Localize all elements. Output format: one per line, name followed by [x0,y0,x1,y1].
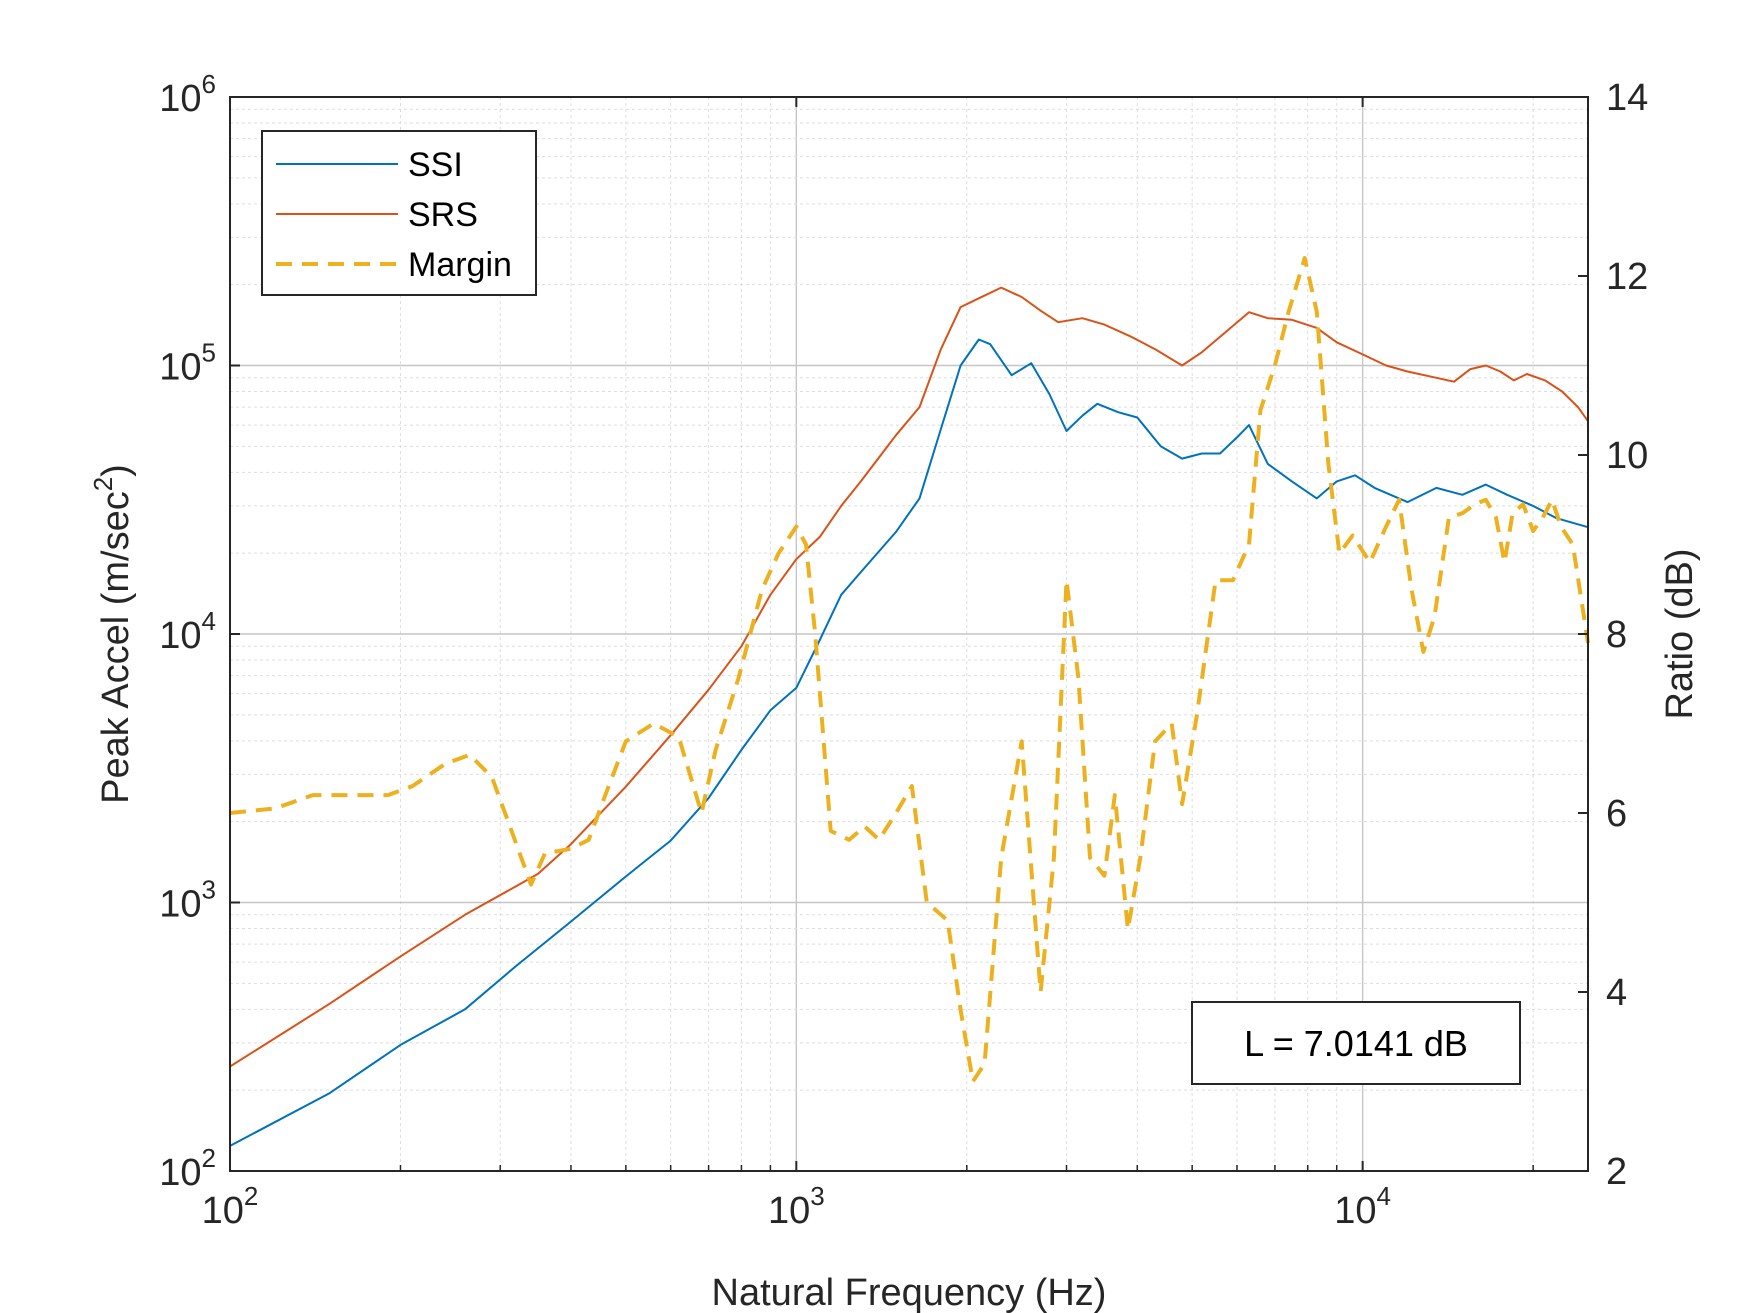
y-left-tick-label-base: 10 [159,78,201,120]
y-left-tick-label: 106 [159,69,216,120]
y-right-tick-label: 10 [1606,435,1648,477]
legend-label-ssi: SSI [408,146,463,184]
y-left-tick-label: 102 [159,1143,216,1194]
legend-label-srs: SRS [408,196,478,234]
y-left-tick-label-exp: 6 [202,69,216,99]
y-axis-right-label: Ratio (dB) [1659,548,1701,719]
grid [229,96,1588,1172]
y-left-tick-label-exp: 4 [202,606,216,636]
series-line-srs [229,286,1589,1068]
legend: SSI SRS Margin [261,130,537,296]
y-left-tick-label-exp: 3 [202,875,216,905]
annotation: L = 7.0141 dB [1191,1001,1521,1085]
y-left-tick-label-base: 10 [159,615,201,657]
y-right-tick-label: 2 [1606,1151,1627,1193]
legend-label-margin: Margin [408,246,512,284]
x-tick-label-exp: 4 [1377,1181,1391,1211]
y-axis-left-label-main: Peak Accel (m/sec [95,491,137,804]
y-right-tick-label: 12 [1606,256,1648,298]
annotation-text: L = 7.0141 dB [1244,1023,1468,1064]
y-axis-left-label-end: ) [95,464,137,477]
series-line-ssi [229,338,1589,1147]
y-left-tick-label-base: 10 [159,1152,201,1194]
y-right-tick-label: 6 [1606,793,1627,835]
x-tick-label-exp: 2 [244,1181,258,1211]
series-layer [229,256,1590,1147]
x-tick-label-base: 10 [1334,1190,1376,1232]
y-left-tick-label: 103 [159,875,216,926]
x-tick-label: 103 [768,1181,825,1232]
y-right-tick-label: 4 [1606,972,1627,1014]
y-axis-left-label: Peak Accel (m/sec2) [88,464,137,804]
x-tick-label-exp: 3 [810,1181,824,1211]
y-left-tick-label: 105 [159,338,216,389]
y-left-tick-label-exp: 5 [202,338,216,368]
y-left-tick-label-base: 10 [159,347,201,389]
y-left-tick-label-exp: 2 [202,1143,216,1173]
x-tick-label-base: 10 [768,1190,810,1232]
y-right-tick-label: 14 [1606,77,1648,119]
x-axis-label: Natural Frequency (Hz) [712,1272,1107,1313]
x-tick-label: 102 [202,1181,259,1232]
y-right-tick-label: 8 [1606,614,1627,656]
annotation-box [1191,1001,1521,1085]
y-left-tick-label: 104 [159,606,216,657]
x-tick-label-base: 10 [202,1190,244,1232]
y-left-tick-label-base: 10 [159,884,201,926]
x-tick-label: 104 [1334,1181,1391,1232]
y-axis-left-label-sup: 2 [88,477,118,491]
series-line-margin [229,256,1590,1084]
